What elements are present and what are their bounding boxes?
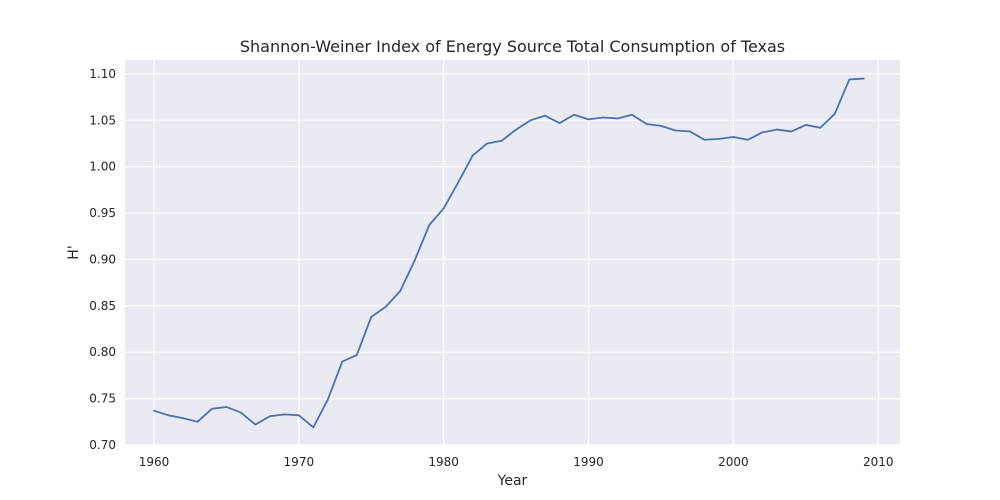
data-point	[283, 413, 286, 416]
data-point	[761, 131, 764, 134]
y-tick-label: 0.80	[89, 345, 116, 359]
data-point	[558, 122, 561, 124]
data-point	[746, 138, 749, 141]
data-point	[239, 411, 242, 414]
data-point	[602, 116, 604, 119]
data-point	[370, 316, 373, 318]
y-tick-label: 0.70	[89, 438, 116, 452]
y-axis-label: H'	[66, 245, 82, 259]
data-point	[268, 415, 271, 418]
plot-area	[125, 60, 900, 445]
x-tick-labels: 1960 1970 1980 1990 2000 2010	[139, 455, 894, 469]
data-points	[153, 77, 865, 429]
data-point	[428, 224, 431, 227]
data-point	[341, 360, 344, 363]
data-point	[689, 130, 691, 133]
data-point	[544, 114, 546, 117]
data-point	[167, 414, 170, 417]
data-point	[254, 423, 257, 426]
data-point	[399, 290, 402, 292]
data-point	[718, 137, 720, 140]
data-point	[326, 398, 329, 401]
data-point	[297, 414, 300, 417]
x-tick-label: 1970	[284, 455, 315, 469]
data-point	[732, 136, 735, 138]
y-tick-label: 0.90	[89, 252, 116, 266]
data-point	[457, 181, 460, 184]
y-tick-label: 0.95	[89, 206, 116, 220]
y-tick-label: 0.75	[89, 392, 116, 406]
x-tick-label: 2000	[718, 455, 749, 469]
data-point	[848, 78, 851, 81]
x-tick-label: 2010	[863, 455, 894, 469]
y-tick-label: 1.00	[89, 160, 116, 174]
y-tick-label: 1.10	[89, 67, 116, 81]
data-point	[833, 112, 836, 115]
data-point	[211, 407, 213, 410]
data-point	[486, 142, 489, 145]
data-point	[616, 117, 619, 120]
data-point	[631, 113, 633, 116]
data-point	[442, 207, 445, 210]
data-point	[196, 420, 199, 423]
data-point	[660, 124, 662, 127]
data-point	[645, 123, 648, 125]
y-tick-label: 1.05	[89, 113, 116, 127]
y-tick-labels: 0.70 0.75 0.80 0.85 0.90 0.95 1.00 1.05 1.10	[89, 67, 116, 452]
data-point	[384, 305, 387, 308]
data-point	[862, 77, 865, 80]
data-point	[790, 130, 793, 133]
data-point	[312, 426, 315, 429]
data-point	[413, 259, 416, 262]
data-point	[153, 409, 155, 412]
data-point	[775, 128, 778, 131]
data-point	[819, 126, 822, 129]
data-point	[674, 129, 677, 132]
data-point	[573, 113, 575, 116]
x-tick-label: 1990	[573, 455, 604, 469]
data-point	[471, 154, 474, 157]
x-axis-label: Year	[497, 473, 528, 489]
data-point	[529, 119, 532, 122]
y-tick-label: 0.85	[89, 299, 116, 313]
data-point	[703, 138, 706, 141]
data-point	[355, 354, 358, 356]
data-point	[587, 118, 590, 121]
series-line	[153, 77, 864, 429]
chart-title: Shannon-Weiner Index of Energy Source To…	[240, 37, 785, 56]
data-point	[804, 124, 807, 126]
data-point	[515, 128, 518, 131]
grid	[125, 60, 900, 446]
data-point	[225, 406, 228, 408]
x-tick-label: 1960	[139, 455, 170, 469]
data-point	[182, 417, 184, 419]
data-point	[500, 139, 503, 142]
x-tick-label: 1980	[428, 455, 459, 469]
